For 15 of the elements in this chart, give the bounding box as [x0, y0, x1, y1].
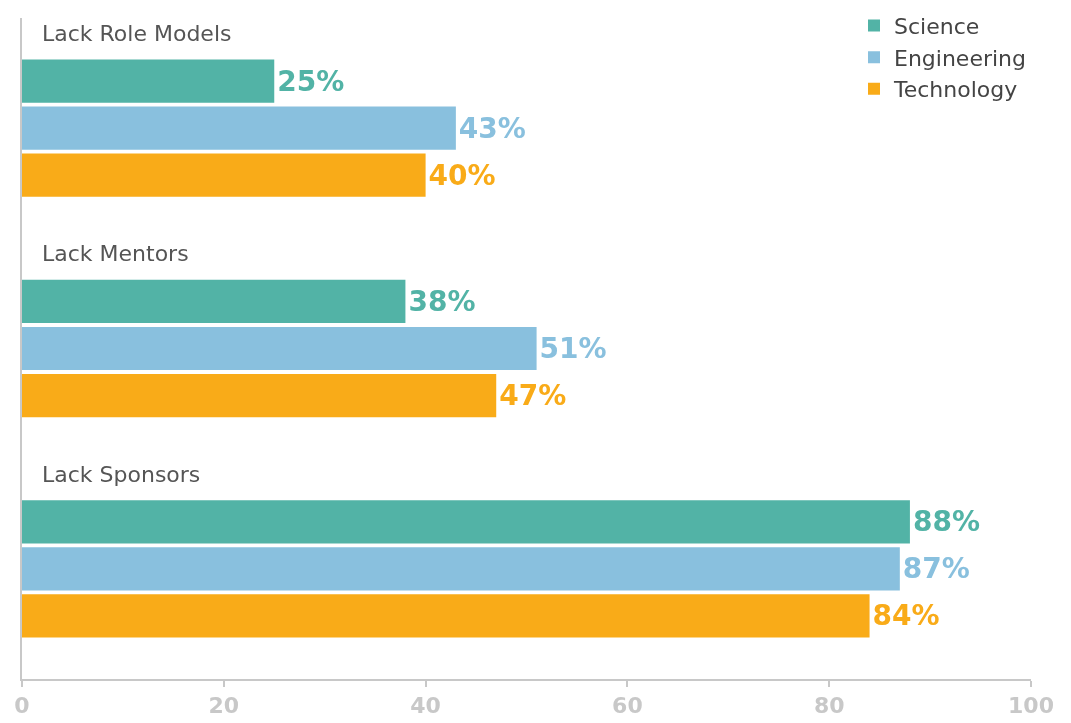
y-tick-label: Lack Mentors: [42, 241, 189, 266]
legend-label: Engineering: [894, 45, 1026, 71]
y-tick-label: Lack Sponsors: [42, 462, 201, 487]
legend-label: Technology: [893, 77, 1018, 103]
data-label: 51%: [539, 332, 607, 365]
data-label: 88%: [912, 505, 980, 539]
data-label: 84%: [872, 599, 940, 633]
data-label: 43%: [458, 111, 526, 145]
legend-label: Science: [894, 14, 980, 40]
data-label: 87%: [902, 552, 970, 586]
data-label: 47%: [499, 379, 567, 413]
data-label: 38%: [408, 284, 476, 318]
y-tick-label: Lack Role Models: [42, 21, 232, 46]
data-label: 40%: [428, 158, 496, 192]
data-label: 25%: [277, 64, 345, 98]
